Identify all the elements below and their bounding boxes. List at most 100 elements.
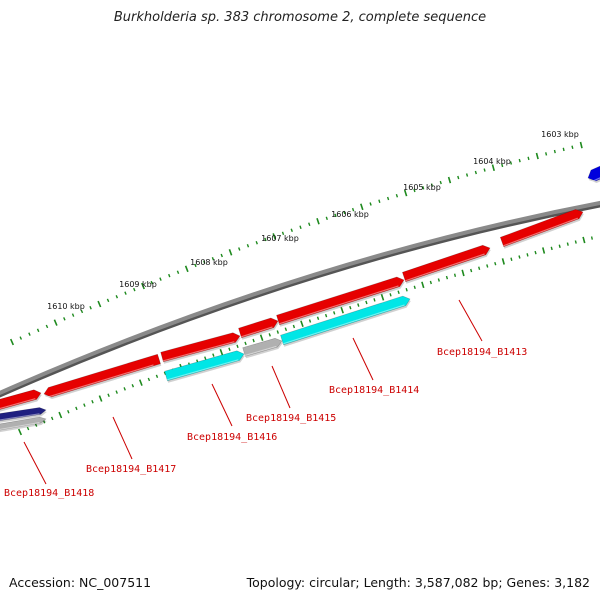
outer-tick xyxy=(439,180,442,185)
inner-tick xyxy=(582,236,586,244)
label-leader-line xyxy=(458,299,483,342)
inner-tick xyxy=(518,255,521,259)
inner-tick xyxy=(380,294,385,301)
kbp-label: 1608 kbp xyxy=(190,258,228,267)
outer-tick xyxy=(351,207,355,212)
gene-arrow[interactable] xyxy=(0,407,47,422)
gene-label[interactable]: Bcep18194_B1413 xyxy=(437,347,527,358)
outer-tick xyxy=(19,336,23,340)
inner-tick xyxy=(470,268,473,273)
gene-labels: Bcep18194_B1413 Bcep18194_B1414 Bcep18194_… xyxy=(4,299,527,499)
outer-tick xyxy=(53,319,58,326)
inner-tick xyxy=(437,278,440,282)
chromosome-backbone xyxy=(0,200,600,398)
inner-tick xyxy=(590,236,593,240)
inner-tick xyxy=(397,290,400,295)
kbp-label: 1609 kbp xyxy=(119,280,157,289)
kbp-label: 1610 kbp xyxy=(47,302,85,311)
gene-arrow[interactable] xyxy=(0,389,42,411)
inner-tick xyxy=(333,311,336,315)
outer-tick xyxy=(343,210,346,215)
outer-tick xyxy=(501,163,504,168)
topology-summary: Topology: circular; Length: 3,587,082 bp… xyxy=(246,575,590,590)
gene-arrow[interactable] xyxy=(160,332,241,363)
inner-tick xyxy=(550,246,553,251)
inner-tick xyxy=(574,240,577,244)
outer-tick xyxy=(9,338,15,346)
outer-tick xyxy=(89,305,92,310)
inner-tick xyxy=(413,285,416,290)
gene-arrow[interactable] xyxy=(276,276,405,326)
outer-tick xyxy=(36,328,40,333)
outer-tick xyxy=(562,147,565,152)
outer-tick xyxy=(228,249,233,256)
outer-tick xyxy=(133,287,136,292)
gene-arrow[interactable] xyxy=(238,317,279,339)
inner-tick xyxy=(147,377,151,382)
outer-tick xyxy=(413,188,416,193)
outer-tick xyxy=(264,237,267,242)
pseudo-feature[interactable] xyxy=(0,416,47,431)
inner-tick xyxy=(131,384,135,388)
inner-tick xyxy=(155,374,159,379)
inner-tick xyxy=(542,247,546,254)
inner-tick xyxy=(429,280,432,285)
gene-arrow[interactable] xyxy=(43,353,161,398)
outer-tick xyxy=(115,295,119,299)
inner-tick xyxy=(349,305,352,310)
accession-text: Accession: NC_007511 xyxy=(9,575,152,590)
gene-label[interactable]: Bcep18194_B1418 xyxy=(4,488,94,499)
outer-tick xyxy=(465,173,469,177)
cds-feature[interactable] xyxy=(280,295,411,346)
inner-tick xyxy=(558,244,561,248)
gene-label[interactable]: Bcep18194_B1415 xyxy=(246,413,336,424)
outer-tick xyxy=(184,265,189,273)
gene-label[interactable]: Bcep18194_B1417 xyxy=(86,464,176,475)
inner-tick xyxy=(276,330,279,334)
gene-label[interactable]: Bcep18194_B1416 xyxy=(187,432,277,443)
gene-label[interactable]: Bcep18194_B1414 xyxy=(329,385,419,396)
inner-tick xyxy=(17,428,23,436)
inner-tick xyxy=(67,409,70,414)
outer-tick xyxy=(579,141,583,149)
outer-tick xyxy=(220,253,223,258)
outer-tick xyxy=(447,176,452,184)
inner-tick xyxy=(526,253,529,257)
inner-tick xyxy=(566,242,569,246)
pseudo-feature[interactable] xyxy=(242,337,283,357)
inner-tick xyxy=(83,403,86,407)
inner-tick xyxy=(228,347,231,351)
outer-tick xyxy=(571,145,574,149)
inner-tick-track xyxy=(17,236,593,436)
outer-tick xyxy=(255,240,258,245)
outer-tick xyxy=(334,213,337,218)
inner-tick xyxy=(478,266,481,270)
inner-tick xyxy=(50,416,54,421)
outer-tick xyxy=(159,277,162,281)
outer-tick xyxy=(474,170,477,175)
inner-tick xyxy=(75,406,78,411)
gene-arrow[interactable] xyxy=(587,165,600,182)
outer-tick xyxy=(141,282,145,290)
outer-tick xyxy=(168,273,171,278)
outer-tick xyxy=(45,324,49,329)
gene-arrow[interactable] xyxy=(499,209,584,248)
inner-tick xyxy=(340,306,344,314)
inner-tick xyxy=(486,264,489,268)
backbone-shadow xyxy=(0,202,600,398)
inner-tick xyxy=(26,426,30,431)
outer-tick xyxy=(176,270,180,274)
outer-tick xyxy=(518,158,521,163)
inner-tick xyxy=(534,250,537,255)
outer-tick xyxy=(535,152,539,160)
inner-tick xyxy=(163,371,167,375)
outer-tick xyxy=(238,247,241,251)
gene-arrow[interactable] xyxy=(402,244,491,283)
outer-tick xyxy=(150,280,153,285)
label-leader-line xyxy=(211,383,233,427)
outer-tick xyxy=(28,332,31,336)
outer-tick xyxy=(316,217,320,225)
cds-feature[interactable] xyxy=(164,350,245,382)
inner-tick xyxy=(405,288,408,292)
kbp-label: 1607 kbp xyxy=(261,234,299,243)
